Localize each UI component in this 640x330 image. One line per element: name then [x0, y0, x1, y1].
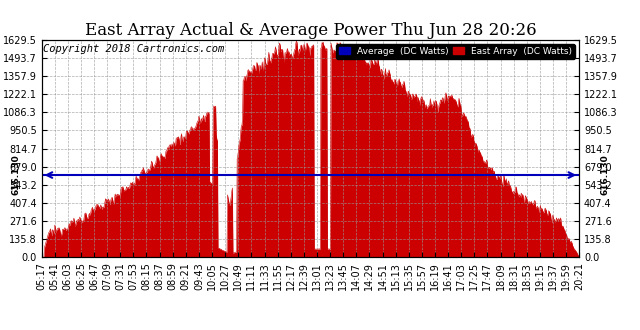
- Title: East Array Actual & Average Power Thu Jun 28 20:26: East Array Actual & Average Power Thu Ju…: [84, 22, 536, 39]
- Text: 616.130: 616.130: [12, 155, 20, 195]
- Text: 616.130: 616.130: [600, 155, 609, 195]
- Text: Copyright 2018 Cartronics.com: Copyright 2018 Cartronics.com: [43, 44, 224, 54]
- Legend: Average  (DC Watts), East Array  (DC Watts): Average (DC Watts), East Array (DC Watts…: [336, 44, 575, 58]
